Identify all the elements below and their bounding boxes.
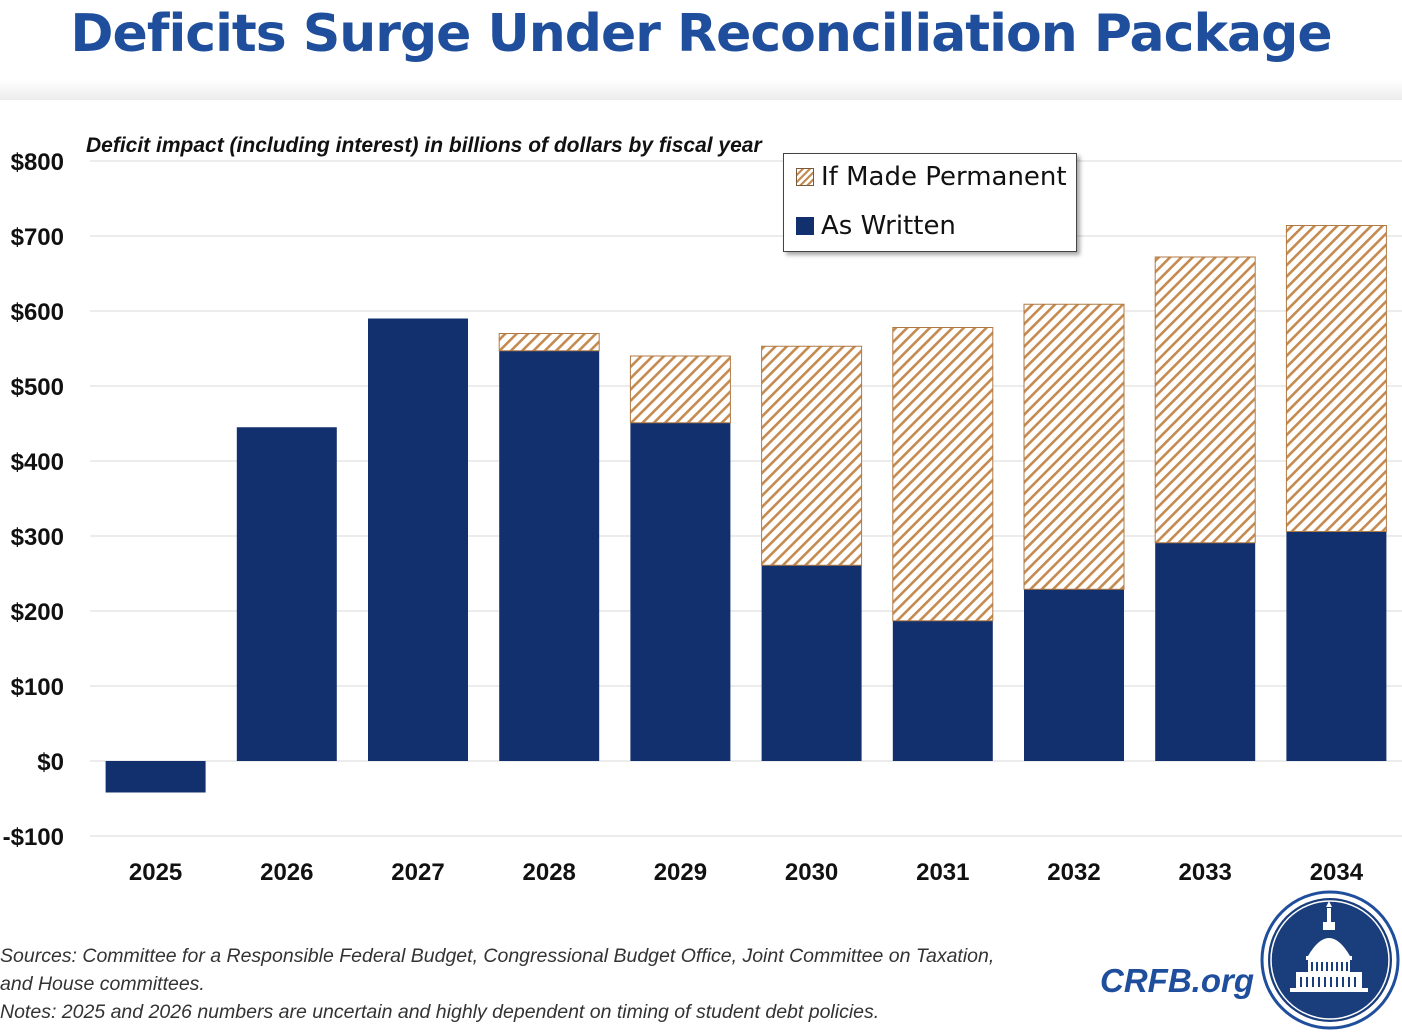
y-tick-label: $600 [11,299,64,326]
bar-as-written-2031 [892,620,993,761]
x-tick-label: 2027 [391,859,444,886]
y-tick-label: $100 [11,674,64,701]
bar-as-written-2029 [630,422,731,761]
bars [105,225,1387,793]
y-tick-label: $500 [11,374,64,401]
sources-line-1: Sources: Committee for a Responsible Fed… [0,945,995,967]
notes-line: Notes: 2025 and 2026 numbers are uncerta… [0,1001,880,1023]
capitol-logo-icon [1260,890,1400,1030]
y-axis-ticks: -$100 $0 $100 $200 $300 $400 $500 $600 $700 $800 [3,149,64,851]
y-tick-label: $800 [11,149,64,176]
x-tick-label: 2025 [129,859,182,886]
legend-label-written: As Written [821,211,956,241]
y-tick-label: $200 [11,599,64,626]
chart-title: Deficits Surge Under Reconciliation Pack… [70,4,1332,64]
legend-item-written: As Written [796,211,956,241]
x-tick-label: 2030 [785,859,838,886]
bar-if-permanent-2033 [1154,256,1256,544]
title-band [0,0,1402,100]
y-tick-label: -$100 [3,824,64,851]
y-tick-label: $0 [37,749,64,776]
bar-if-permanent-2030 [761,345,863,566]
legend-label-permanent: If Made Permanent [821,162,1067,192]
bar-if-permanent-2032 [1023,303,1125,590]
bar-if-permanent-2028 [498,333,600,352]
y-tick-label: $700 [11,224,64,251]
y-tick-label: $400 [11,449,64,476]
solid-swatch-icon [796,217,814,235]
bar-as-written-2033 [1155,542,1256,761]
bar-if-permanent-2029 [629,355,731,424]
bar-as-written-2027 [368,318,468,761]
footnotes: Sources: Committee for a Responsible Fed… [0,942,1090,1026]
bar-as-written-2028 [499,350,600,761]
bar-as-written-2025 [105,761,206,793]
sources-line-2: and House committees. [0,973,205,995]
bar-as-written-2026 [236,427,337,761]
bar-as-written-2030 [761,565,862,761]
x-tick-label: 2028 [523,859,576,886]
x-axis-ticks: 2025 2026 2027 2028 2029 2030 2031 2032 2033 2034 [129,859,1364,886]
x-tick-label: 2026 [260,859,313,886]
y-tick-label: $300 [11,524,64,551]
bar-as-written-2034 [1286,531,1387,761]
legend: If Made Permanent As Written [783,153,1077,252]
x-tick-label: 2033 [1179,859,1232,886]
hatch-swatch-icon [796,168,814,186]
bar-if-permanent-2031 [892,327,994,622]
x-tick-label: 2031 [916,859,969,886]
chart-subtitle: Deficit impact (including interest) in b… [86,134,762,157]
bar-if-permanent-2034 [1285,225,1387,532]
legend-item-permanent: If Made Permanent [796,162,1067,192]
x-tick-label: 2029 [654,859,707,886]
x-tick-label: 2034 [1310,859,1364,886]
bar-as-written-2032 [1024,589,1124,761]
x-tick-label: 2032 [1047,859,1100,886]
crfb-link[interactable]: CRFB.org [1100,962,1254,999]
